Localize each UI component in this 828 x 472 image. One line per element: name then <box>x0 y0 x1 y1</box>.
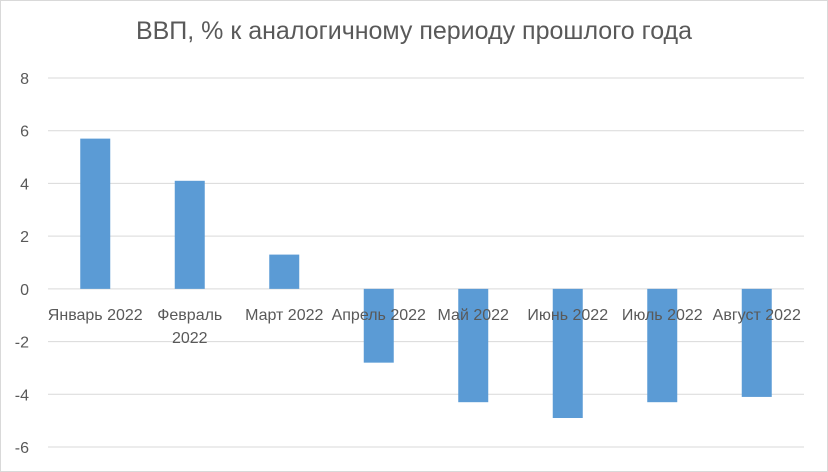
y-tick-label: 4 <box>20 176 29 193</box>
bar <box>552 288 583 419</box>
bar <box>174 180 205 289</box>
x-tick-label: Май 2022 <box>438 307 509 324</box>
x-tick-label: Март 2022 <box>245 307 323 324</box>
bar <box>741 288 772 397</box>
bar <box>269 254 300 289</box>
y-tick-label: 0 <box>20 282 29 299</box>
bar <box>80 138 111 289</box>
y-tick-label: 8 <box>20 71 29 88</box>
x-tick-label: Июль 2022 <box>622 307 703 324</box>
x-tick-label: Июнь 2022 <box>527 307 608 324</box>
x-tick-label: Февраль 2022 <box>157 307 222 347</box>
y-tick-label: 6 <box>20 124 29 141</box>
y-tick-label: -4 <box>15 387 29 404</box>
bar <box>363 288 394 363</box>
bar <box>458 288 489 403</box>
x-tick-label: Август 2022 <box>713 307 801 324</box>
y-tick-label: 2 <box>20 229 29 246</box>
chart-title: ВВП, % к аналогичному периоду прошлого г… <box>135 17 693 45</box>
y-tick-label: -6 <box>15 440 29 457</box>
y-tick-label: -2 <box>15 335 29 352</box>
x-tick-label: Апрель 2022 <box>332 307 426 324</box>
x-tick-label: Январь 2022 <box>48 307 143 324</box>
bar <box>647 288 678 403</box>
